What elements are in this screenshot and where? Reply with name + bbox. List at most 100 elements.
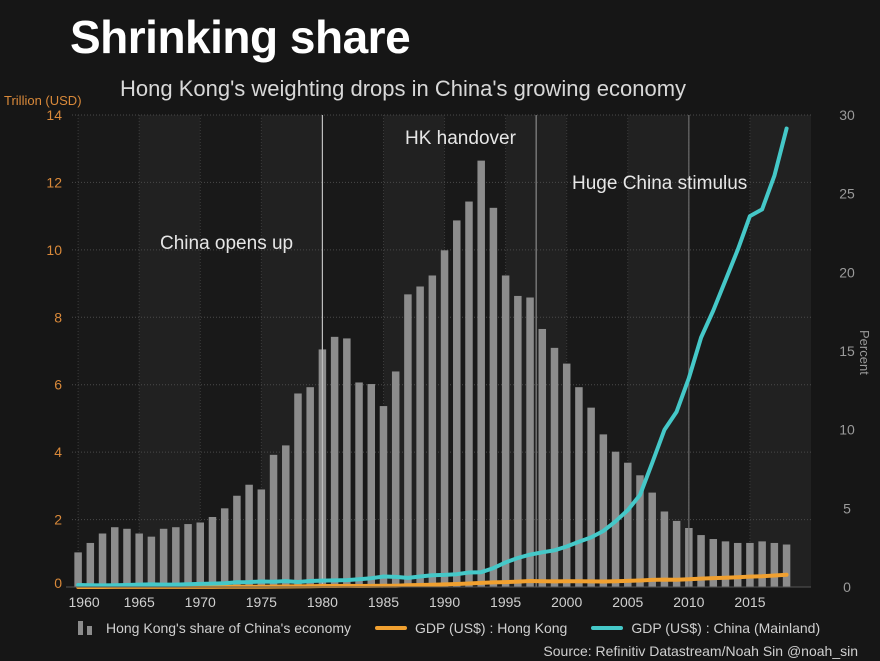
bar-hk-share <box>489 207 498 587</box>
bar-hk-share <box>220 508 229 587</box>
legend-label-hk-share: Hong Kong's share of China's economy <box>106 620 352 636</box>
line-china-gdp <box>76 126 789 588</box>
bar-hk-share <box>208 516 217 587</box>
chart-subtitle: Hong Kong's weighting drops in China's g… <box>120 76 687 101</box>
bar-hk-share <box>709 539 718 587</box>
y-right-tick-label: 15 <box>839 343 855 359</box>
bar-hk-share <box>184 524 192 587</box>
x-tick-label: 1965 <box>124 594 155 610</box>
bar-hk-share <box>172 527 180 587</box>
x-tick-label: 1980 <box>307 594 338 610</box>
bar-hk-share <box>587 407 595 587</box>
bar-hk-share <box>697 535 705 587</box>
bar-hk-share <box>733 542 742 587</box>
legend-item-china-gdp: GDP (US$) : China (Mainland) <box>591 620 820 636</box>
annotation-label: China opens up <box>160 233 293 254</box>
background-band <box>78 115 140 587</box>
x-tick-label: 2000 <box>551 594 582 610</box>
bar-hk-share <box>86 542 95 587</box>
y-right-tick-label: 10 <box>839 422 855 438</box>
bar-hk-share <box>770 542 779 587</box>
bar-hk-share <box>624 462 632 587</box>
x-tick-label: 1985 <box>368 594 399 610</box>
bar-hk-share <box>746 542 754 587</box>
bar-hk-share <box>294 393 302 587</box>
y-right-tick-label: 30 <box>839 107 855 123</box>
bar-hk-share <box>74 552 82 587</box>
y-left-tick-label: 0 <box>54 575 62 591</box>
y-right-tick-label: 0 <box>843 579 851 595</box>
y-right-tick-label: 20 <box>839 264 855 280</box>
legend-label-china-gdp: GDP (US$) : China (Mainland) <box>631 620 821 636</box>
teal-line-swatch-icon <box>591 626 624 630</box>
bar-hk-share <box>196 522 205 587</box>
legend-label-hk-gdp: GDP (US$) : Hong Kong <box>415 620 568 636</box>
y-right-tick-label: 25 <box>839 186 855 202</box>
x-tick-label: 2015 <box>734 594 765 610</box>
y-left-tick-label: 14 <box>46 107 62 123</box>
bar-hk-share <box>514 295 522 587</box>
bar-hk-share <box>257 489 266 587</box>
y-left-tick-label: 8 <box>54 309 62 325</box>
legend-item-hk-share: Hong Kong's share of China's economy <box>78 620 351 636</box>
background-band <box>139 115 201 587</box>
bar-hk-share <box>782 544 791 587</box>
bar-hk-share <box>648 492 656 587</box>
y-left-axis-label: Trillion (USD) <box>4 93 82 108</box>
bar-hk-share <box>159 528 168 587</box>
bar-hk-share <box>111 527 119 587</box>
bar-hk-share <box>416 286 424 587</box>
y-left-tick-label: 2 <box>54 512 62 528</box>
y-left-tick-label: 6 <box>54 377 62 393</box>
bar-hk-share <box>245 484 253 587</box>
bar-hk-share <box>123 528 131 587</box>
y-left-tick-label: 12 <box>46 174 62 190</box>
bar-hk-share <box>465 201 473 588</box>
y-right-tick-label: 5 <box>843 500 851 516</box>
y-left-tick-label: 10 <box>46 242 62 258</box>
bar-hk-share <box>758 541 766 587</box>
bar-hk-share <box>391 371 400 587</box>
bar-hk-share <box>428 275 437 587</box>
x-tick-label: 1970 <box>185 594 216 610</box>
bar-hk-share <box>672 520 681 587</box>
legend-item-hk-gdp: GDP (US$) : Hong Kong <box>375 620 567 636</box>
annotation-label: Huge China stimulus <box>572 173 747 194</box>
legend: Hong Kong's share of China's economy GDP… <box>78 620 844 636</box>
bar-hk-share <box>404 294 412 587</box>
bar-hk-share <box>355 382 363 587</box>
bar-hk-share <box>306 387 314 587</box>
orange-line-swatch-icon <box>375 626 408 630</box>
x-tick-label: 1990 <box>429 594 460 610</box>
chart-title: Shrinking share <box>70 11 411 63</box>
bar-hk-share <box>269 454 278 587</box>
bar-hk-share <box>440 250 449 587</box>
bar-hk-share <box>453 220 461 587</box>
bar-hk-share <box>477 160 485 588</box>
bar-hk-share <box>501 275 510 587</box>
source-note: Source: Refinitiv Datastream/Noah Sin @n… <box>543 643 858 659</box>
x-tick-label: 1995 <box>490 594 521 610</box>
annotation-label: HK handover <box>405 128 517 149</box>
bar-hk-share <box>660 511 669 587</box>
bar-hk-share <box>721 541 730 587</box>
bar-hk-share <box>367 384 376 587</box>
bar-hk-share <box>135 533 143 587</box>
bar-hk-share <box>147 536 156 587</box>
y-left-tick-label: 4 <box>54 444 62 460</box>
bar-hk-share <box>550 347 559 587</box>
x-tick-label: 1975 <box>246 594 277 610</box>
x-tick-label: 2005 <box>612 594 643 610</box>
bar-hk-share <box>343 338 351 587</box>
bar-hk-share <box>538 328 547 587</box>
background-band <box>749 115 811 587</box>
bar-hk-share <box>636 475 644 587</box>
bar-hk-share <box>98 533 107 587</box>
bar-hk-share <box>233 495 241 587</box>
bar-hk-share <box>282 445 290 587</box>
bar-hk-share <box>379 406 388 587</box>
bar-hk-share <box>575 387 583 587</box>
bar-hk-share <box>562 363 571 587</box>
bar-hk-share <box>526 297 534 587</box>
